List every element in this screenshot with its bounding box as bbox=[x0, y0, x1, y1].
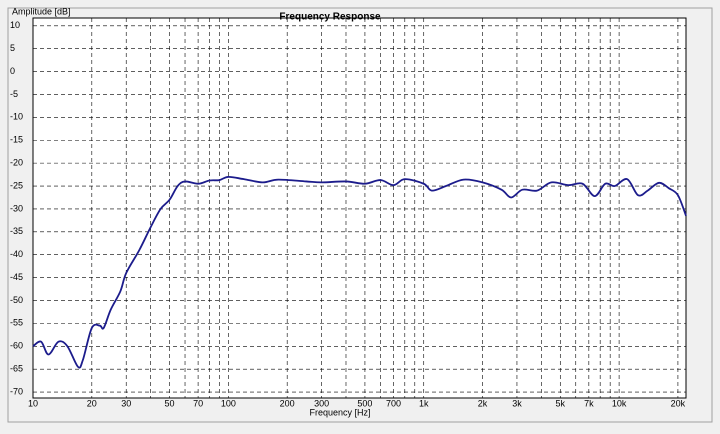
line bbox=[32, 175, 687, 369]
y-tick-label: 10 bbox=[10, 20, 20, 30]
y-tick-label: -70 bbox=[10, 386, 23, 396]
y-tick-label: 0 bbox=[10, 66, 15, 76]
x-tick-label: 7k bbox=[584, 398, 594, 408]
x-axis-label: Frequency [Hz] bbox=[309, 407, 370, 417]
x-tick-label: 10 bbox=[28, 398, 38, 408]
y-tick-label: -30 bbox=[10, 203, 23, 213]
x-tick-label: 10k bbox=[612, 398, 627, 408]
y-tick-label: -55 bbox=[10, 318, 23, 328]
x-tick-label: 2k bbox=[478, 398, 488, 408]
y-tick-label: -60 bbox=[10, 341, 23, 351]
y-tick-label: -65 bbox=[10, 364, 23, 374]
chart-title: Frequency Response bbox=[279, 12, 381, 23]
y-axis-label: Amplitude [dB] bbox=[12, 6, 71, 16]
x-tick-label: 3k bbox=[512, 398, 522, 408]
x-tick-label: 100 bbox=[221, 398, 236, 408]
x-tick-label: 20 bbox=[87, 398, 97, 408]
y-tick-label: -20 bbox=[10, 158, 23, 168]
y-tick-label: 5 bbox=[10, 43, 15, 53]
x-tick-label: 700 bbox=[386, 398, 401, 408]
y-tick-label: -35 bbox=[10, 226, 23, 236]
y-tick-label: -5 bbox=[10, 89, 18, 99]
y-tick-label: -45 bbox=[10, 272, 23, 282]
y-tick-label: -15 bbox=[10, 135, 23, 145]
x-tick-label: 200 bbox=[280, 398, 295, 408]
y-tick-label: -10 bbox=[10, 112, 23, 122]
x-tick-label: 5k bbox=[556, 398, 566, 408]
y-tick-label: -50 bbox=[10, 295, 23, 305]
x-tick-label: 500 bbox=[357, 398, 372, 408]
y-tick-label: -40 bbox=[10, 249, 23, 259]
x-tick-label: 300 bbox=[314, 398, 329, 408]
x-tick-label: 50 bbox=[165, 398, 175, 408]
x-tick-label: 30 bbox=[121, 398, 131, 408]
plot-area bbox=[32, 17, 687, 399]
x-tick-label: 70 bbox=[193, 398, 203, 408]
x-tick-label: 1k bbox=[419, 398, 429, 408]
x-tick-label: 20k bbox=[671, 398, 686, 408]
y-tick-label: -25 bbox=[10, 180, 23, 190]
